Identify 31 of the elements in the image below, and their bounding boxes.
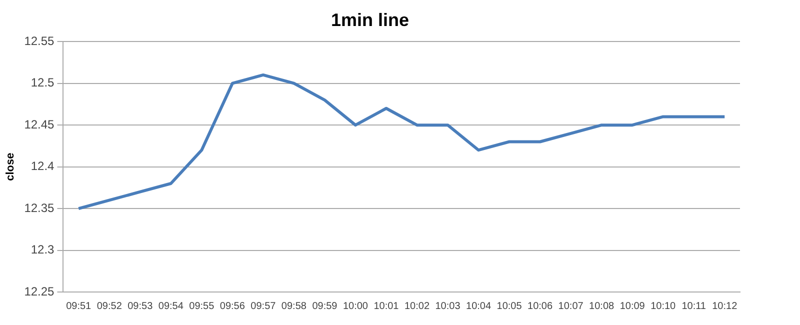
x-tick-label: 10:01: [374, 300, 400, 312]
y-tick-label: 12.5: [30, 76, 55, 90]
x-tick-label: 09:53: [128, 300, 154, 312]
y-tick-label: 12.35: [24, 200, 55, 215]
x-tick-label: 10:11: [682, 300, 706, 312]
y-tick-label: 12.45: [24, 117, 55, 132]
x-tick-label: 10:12: [712, 300, 738, 312]
y-tick-label: 12.25: [24, 284, 55, 298]
x-tick-label: 09:52: [96, 300, 122, 312]
x-tick-label: 10:02: [404, 300, 430, 312]
x-tick-label: 10:06: [528, 300, 553, 312]
y-tick-label: 12.3: [30, 242, 55, 257]
x-tick-label: 09:56: [220, 300, 246, 312]
x-tick-label: 10:05: [496, 300, 522, 312]
x-tick-label: 09:54: [158, 300, 184, 312]
x-tick-label: 09:58: [281, 300, 307, 312]
x-tick-label: 10:09: [620, 300, 646, 312]
x-tick-label: 10:07: [558, 300, 584, 312]
x-tick-label: 09:59: [312, 300, 338, 312]
y-axis-title: close: [4, 152, 17, 181]
x-tick-label: 10:04: [466, 300, 492, 312]
x-tick-label: 09:57: [250, 300, 276, 312]
y-tick-label: 12.4: [30, 159, 55, 174]
y-tick-label: 12.55: [24, 34, 55, 48]
x-tick-label: 09:55: [189, 300, 215, 312]
x-tick-label: 09:51: [66, 300, 92, 312]
x-tick-label: 10:03: [435, 300, 461, 312]
x-tick-label: 10:10: [650, 300, 676, 312]
x-tick-label: 10:08: [589, 300, 615, 312]
x-tick-label: 10:00: [342, 300, 368, 312]
chart-title: 1min line: [330, 10, 410, 30]
